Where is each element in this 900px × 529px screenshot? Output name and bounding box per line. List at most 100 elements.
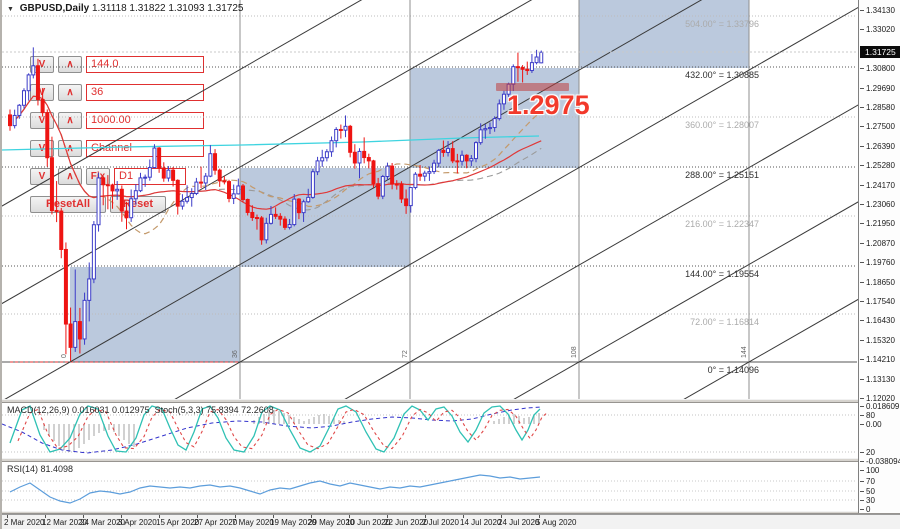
candle-body: [348, 125, 353, 153]
gann-level-label: 432.00° = 1.30885: [685, 70, 759, 80]
candle-body: [492, 118, 497, 129]
gann-parameter-input[interactable]: 144.0: [86, 56, 204, 73]
gann-level-label: 504.00° = 1.33796: [685, 19, 759, 29]
time-axis-label: 29 May 2020: [308, 518, 355, 527]
gann-diagonal-line[interactable]: [330, 0, 858, 401]
candle-body: [352, 151, 357, 164]
price-axis-label: 1.19760: [860, 258, 895, 268]
candle-body: [133, 190, 138, 200]
increase-button[interactable]: ∧: [58, 56, 82, 73]
main-chart-area[interactable]: 504.00° = 1.33796 432.00° = 1.30885 360.00…: [2, 0, 858, 401]
ma-red-line[interactable]: [14, 95, 542, 210]
increase-button[interactable]: ∧: [58, 168, 82, 185]
candle-body: [324, 151, 329, 159]
time-axis-tick: [197, 515, 198, 518]
candle-body: [371, 160, 376, 185]
gann-vertical-label: 108: [571, 346, 578, 358]
time-axis-label: 2 Mar 2020: [4, 518, 45, 527]
candle-body: [320, 157, 325, 162]
price-axis-label: 1.21950: [860, 219, 895, 229]
macd-main-line: [2, 406, 542, 454]
candle-body: [68, 323, 73, 348]
candle-body: [91, 224, 96, 280]
candle-body: [180, 200, 185, 207]
candle-body: [161, 167, 166, 179]
candle-body: [422, 172, 427, 177]
candle-body: [268, 213, 273, 224]
price-axis[interactable]: 1.31725 1.341301.330201.319101.308001.29…: [858, 0, 900, 514]
candle-body: [264, 222, 269, 241]
gann-diagonal-line[interactable]: [669, 0, 858, 401]
candle-body: [511, 66, 516, 85]
candle-body: [166, 169, 171, 179]
time-axis-tick: [387, 515, 388, 518]
candle-body: [45, 112, 50, 159]
gann-vertical-label: 36: [232, 350, 239, 358]
ma-cyan-line[interactable]: [2, 135, 540, 151]
candle-body: [282, 218, 287, 228]
gann-parameter-input[interactable]: Channel: [86, 140, 204, 157]
candle-body: [101, 177, 106, 186]
macd-indicator-label: MACD(12,26,9) 0.016031 0.012975 Stoch(5,…: [7, 405, 274, 415]
candle-body: [203, 175, 208, 184]
price-axis-label: 1.27500: [860, 122, 895, 132]
macd-stoch-subwindow[interactable]: [2, 403, 858, 458]
indicator-axis-label: 0: [859, 505, 871, 514]
indicator-axis-label: 0.018609: [859, 402, 900, 411]
time-axis-label: 7 May 2020: [232, 518, 274, 527]
candle-body: [436, 149, 441, 164]
gann-level-label: 360.00° = 1.28007: [685, 120, 759, 130]
candle-body: [273, 213, 278, 217]
candle-body: [157, 147, 162, 169]
time-axis-label: 14 Jul 2020: [460, 518, 502, 527]
time-axis[interactable]: 2 Mar 2020 12 Mar 2020 24 Mar 2020 3 Apr 20…: [2, 514, 900, 529]
rsi-line: [9, 474, 541, 504]
increase-button[interactable]: ∧: [58, 84, 82, 101]
candle-body: [450, 148, 455, 162]
gann-diagonal-line[interactable]: [2, 0, 790, 401]
indicator-axis-label: -0.038094: [859, 457, 900, 466]
candle-body: [376, 183, 381, 197]
time-axis-tick: [7, 515, 8, 518]
candle-body: [254, 217, 259, 220]
stoch-k-line: [9, 405, 541, 453]
candle-body: [63, 248, 68, 325]
window-separator[interactable]: [2, 399, 900, 403]
candle-body: [17, 104, 22, 116]
candle-body: [227, 181, 232, 199]
time-axis-label: 27 Apr 2020: [194, 518, 238, 527]
window-separator[interactable]: [2, 511, 900, 514]
candle-body: [189, 193, 194, 199]
gann-parameter-input[interactable]: 36: [86, 84, 204, 101]
time-axis-label: 10 Jun 2020: [346, 518, 391, 527]
price-axis-label: 1.28580: [860, 103, 895, 112]
rsi-subwindow[interactable]: [2, 462, 858, 511]
price-axis-label: 1.26390: [860, 141, 895, 151]
window-separator[interactable]: [2, 458, 900, 462]
candle-body: [124, 210, 129, 219]
stoch-d-signal-line: [17, 408, 549, 450]
candle-body: [474, 142, 478, 160]
gann-level-label: 216.00° = 1.22347: [685, 219, 759, 229]
resistance-highlight-bar: [496, 83, 569, 91]
time-axis-label: 22 Jun 2020: [384, 518, 429, 527]
price-axis-label: 1.30800: [860, 64, 895, 74]
gann-diagonal-line[interactable]: [499, 0, 858, 401]
time-axis-label: 2 Jul 2020: [422, 518, 459, 527]
candle-body: [12, 114, 17, 127]
gann-square-box[interactable]: [579, 0, 749, 68]
candle-body: [105, 184, 110, 187]
candle-body: [380, 175, 385, 197]
gann-parameter-input[interactable]: 1000.00: [86, 112, 204, 129]
indicator-axis-label: 80: [860, 411, 875, 420]
candle-body: [208, 153, 213, 177]
collapse-chart-icon[interactable]: ▼: [7, 6, 14, 13]
time-axis-tick: [45, 515, 46, 518]
price-axis-label: 1.33020: [860, 25, 895, 35]
increase-button[interactable]: ∧: [58, 112, 82, 129]
candle-body: [26, 74, 31, 92]
candle-body: [520, 67, 525, 70]
candles-layer[interactable]: [8, 47, 544, 362]
gann-diagonal-line[interactable]: [160, 0, 858, 401]
candle-body: [129, 198, 134, 219]
